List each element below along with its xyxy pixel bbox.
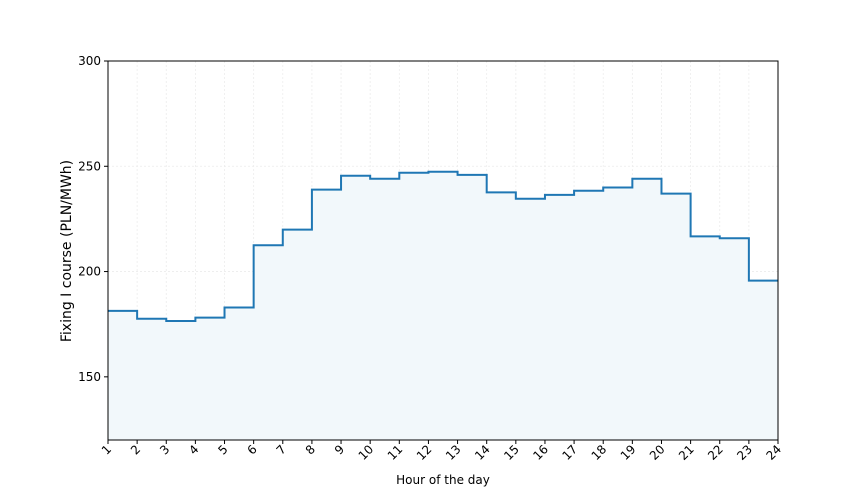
y-axis-label: Fixing I course (PLN/MWh) [59,160,75,342]
plot-frame [107,60,779,441]
y-tick-label: 200 [78,265,101,279]
y-axis: 150 200 250 300 [78,54,108,384]
y-tick-label: 300 [78,54,101,68]
y-tick-label: 150 [78,370,101,384]
x-axis-label: Hour of the day [396,473,490,487]
series-line [108,170,778,323]
area-fill [108,171,778,440]
y-tick-label: 250 [78,159,101,173]
